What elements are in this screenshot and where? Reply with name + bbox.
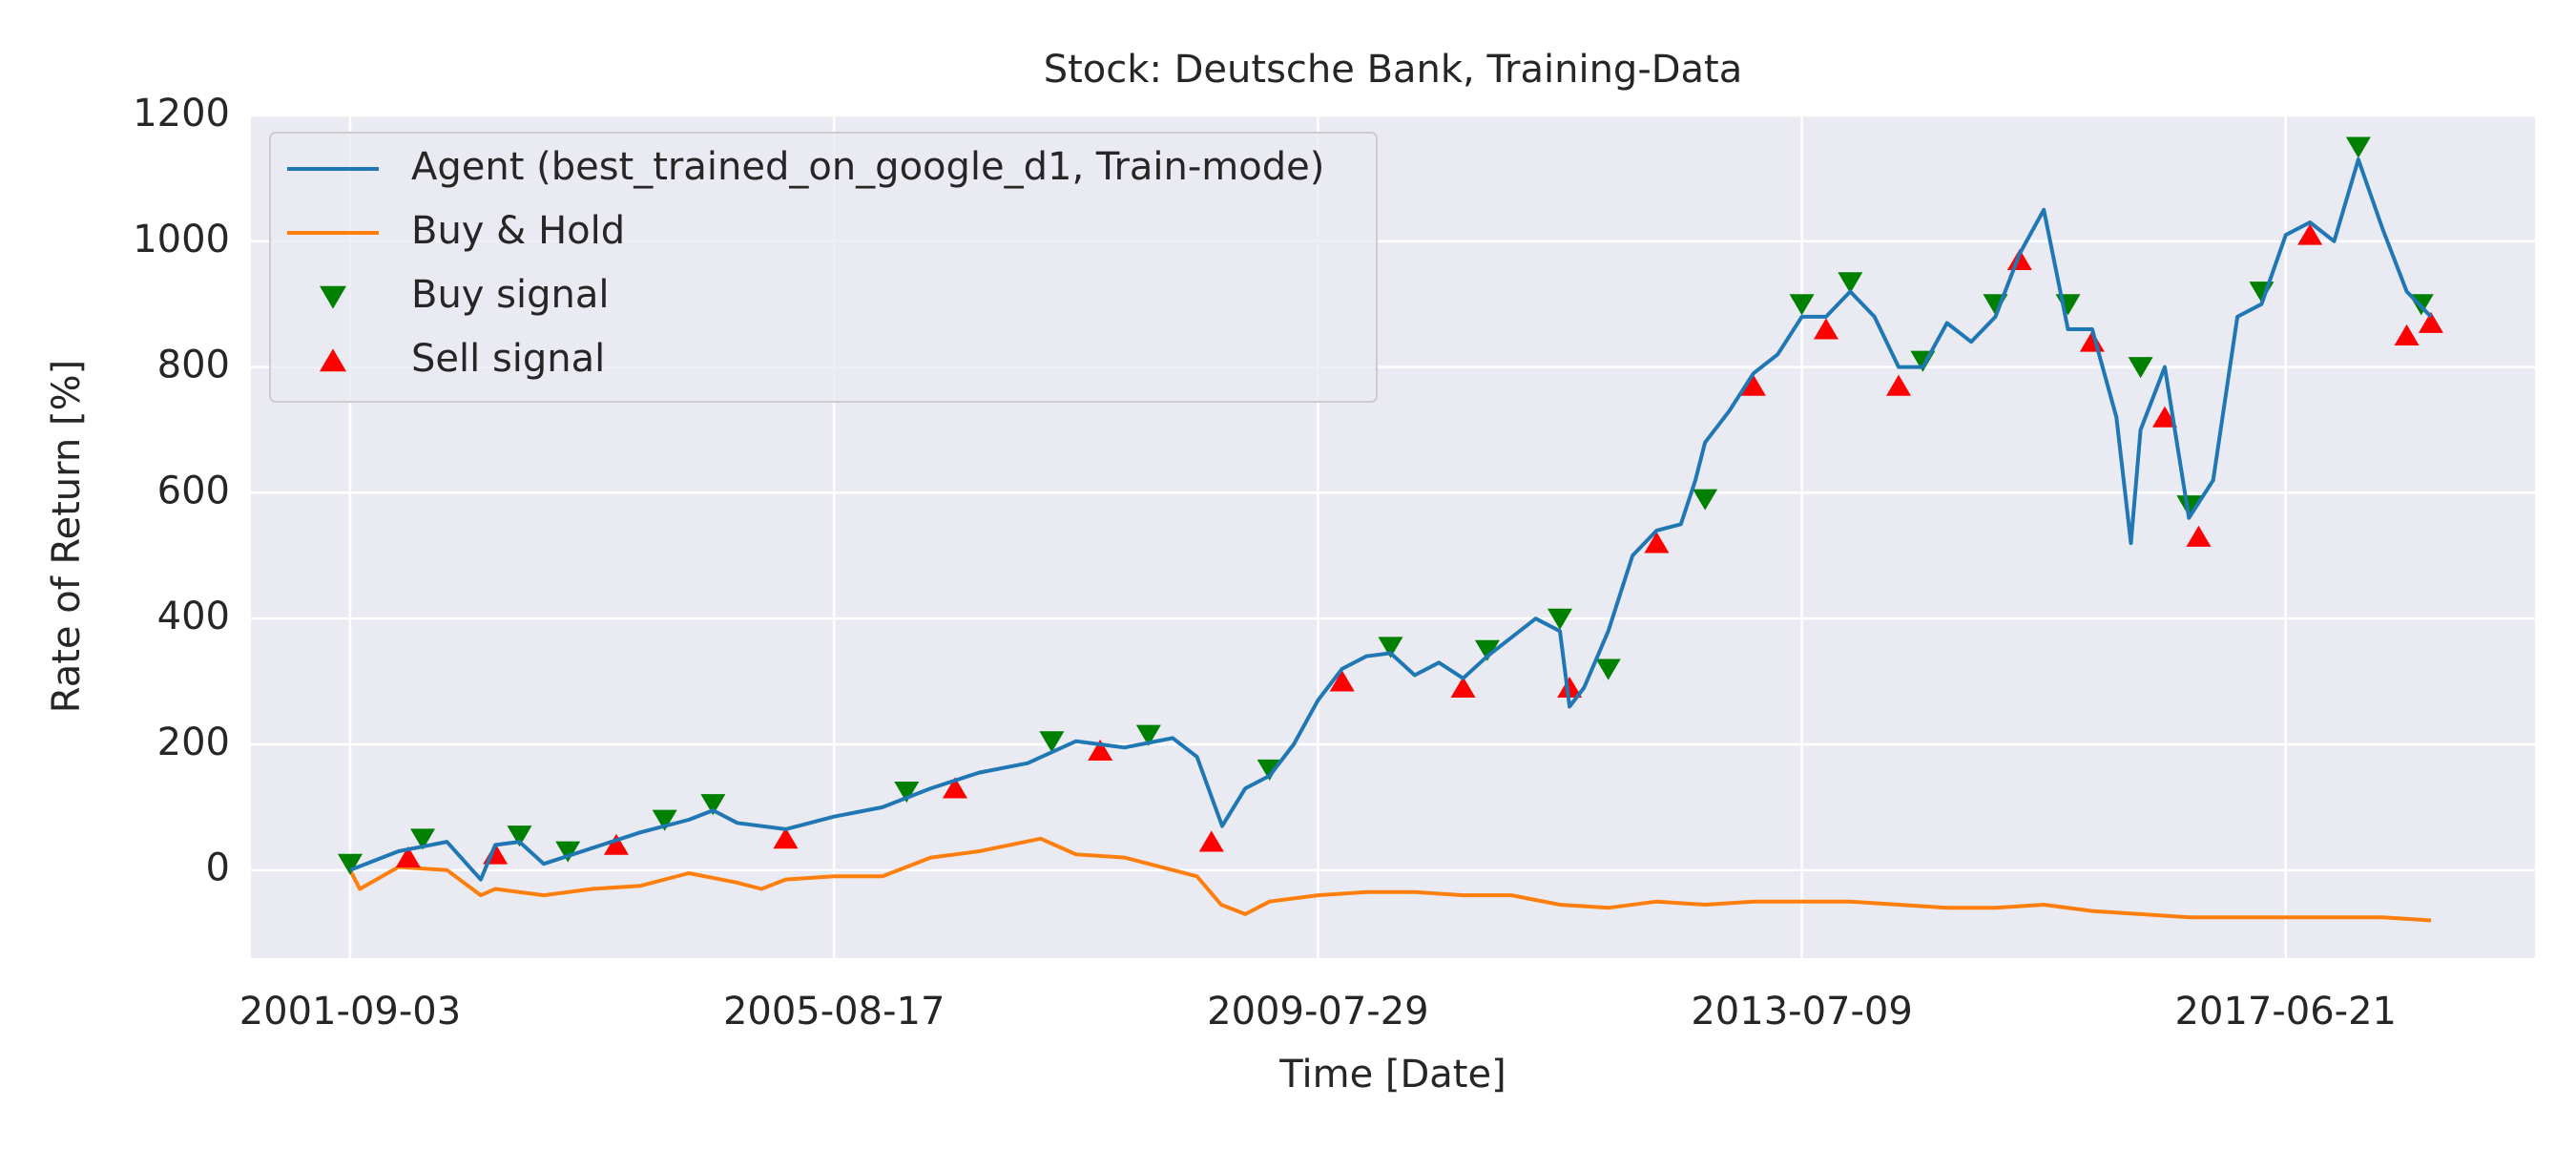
signal-marker <box>1474 639 1500 661</box>
signal-marker <box>1378 637 1403 658</box>
signal-marker <box>1557 676 1583 699</box>
chart-title: Stock: Deutsche Bank, Training-Data <box>1044 48 1743 92</box>
x-axis-label: Time [Date] <box>1278 1053 1506 1097</box>
y-tick-label: 1000 <box>133 218 230 261</box>
signal-marker <box>1450 676 1476 699</box>
signal-marker <box>1595 658 1621 680</box>
signal-marker <box>1039 731 1065 753</box>
signal-marker <box>1789 294 1815 316</box>
signal-marker <box>2128 357 2153 379</box>
signal-marker <box>1740 374 1766 396</box>
signal-marker <box>2418 311 2443 333</box>
signal-marker <box>1329 670 1355 692</box>
signal-marker <box>2176 495 2202 517</box>
y-tick-label: 800 <box>157 344 230 387</box>
x-tick-label: 2001-09-03 <box>239 990 461 1034</box>
signal-marker <box>1088 739 1113 761</box>
signal-marker <box>555 841 581 863</box>
legend-label: Sell signal <box>411 337 605 381</box>
y-axis-label: Rate of Return [%] <box>45 360 89 713</box>
signal-marker <box>1838 272 1863 294</box>
x-tick-label: 2005-08-17 <box>723 990 945 1034</box>
x-tick-label: 2013-07-09 <box>1691 990 1912 1034</box>
signal-marker <box>337 853 363 875</box>
signal-marker <box>1886 374 1912 396</box>
legend-label: Buy signal <box>411 273 610 317</box>
x-tick-label: 2009-07-29 <box>1207 990 1428 1034</box>
signal-marker <box>942 777 967 799</box>
legend-label: Buy & Hold <box>411 209 625 253</box>
y-tick-label: 200 <box>157 721 230 764</box>
signal-marker <box>2345 136 2371 158</box>
signal-marker <box>2151 406 2177 428</box>
signal-marker <box>507 825 532 847</box>
signal-marker <box>1135 724 1161 746</box>
legend-box <box>269 132 1378 403</box>
y-tick-label: 1200 <box>133 92 230 136</box>
signal-marker <box>700 794 726 816</box>
y-tick-label: 600 <box>157 469 230 512</box>
series-line <box>349 157 2433 882</box>
y-tick-label: 0 <box>206 846 230 890</box>
x-tick-label: 2017-06-21 <box>2175 990 2397 1034</box>
signal-marker <box>1198 830 1224 852</box>
signal-marker <box>603 833 629 855</box>
series-line <box>348 836 2432 923</box>
legend-marker <box>320 348 346 372</box>
y-tick-label: 400 <box>157 595 230 638</box>
signal-marker <box>894 781 920 804</box>
signal-marker <box>652 809 677 831</box>
signal-marker <box>773 827 799 849</box>
legend-marker <box>320 285 346 309</box>
signal-marker <box>2186 525 2212 547</box>
legend-label: Agent (best_trained_on_google_d1, Train-… <box>411 145 1324 189</box>
signal-marker <box>2394 324 2420 346</box>
signal-marker <box>395 846 421 867</box>
signal-marker <box>410 828 436 850</box>
signal-marker <box>1644 532 1670 554</box>
signal-marker <box>1813 318 1839 340</box>
signal-marker <box>2297 223 2323 245</box>
signal-marker <box>1547 608 1572 630</box>
signal-marker <box>1693 489 1718 511</box>
